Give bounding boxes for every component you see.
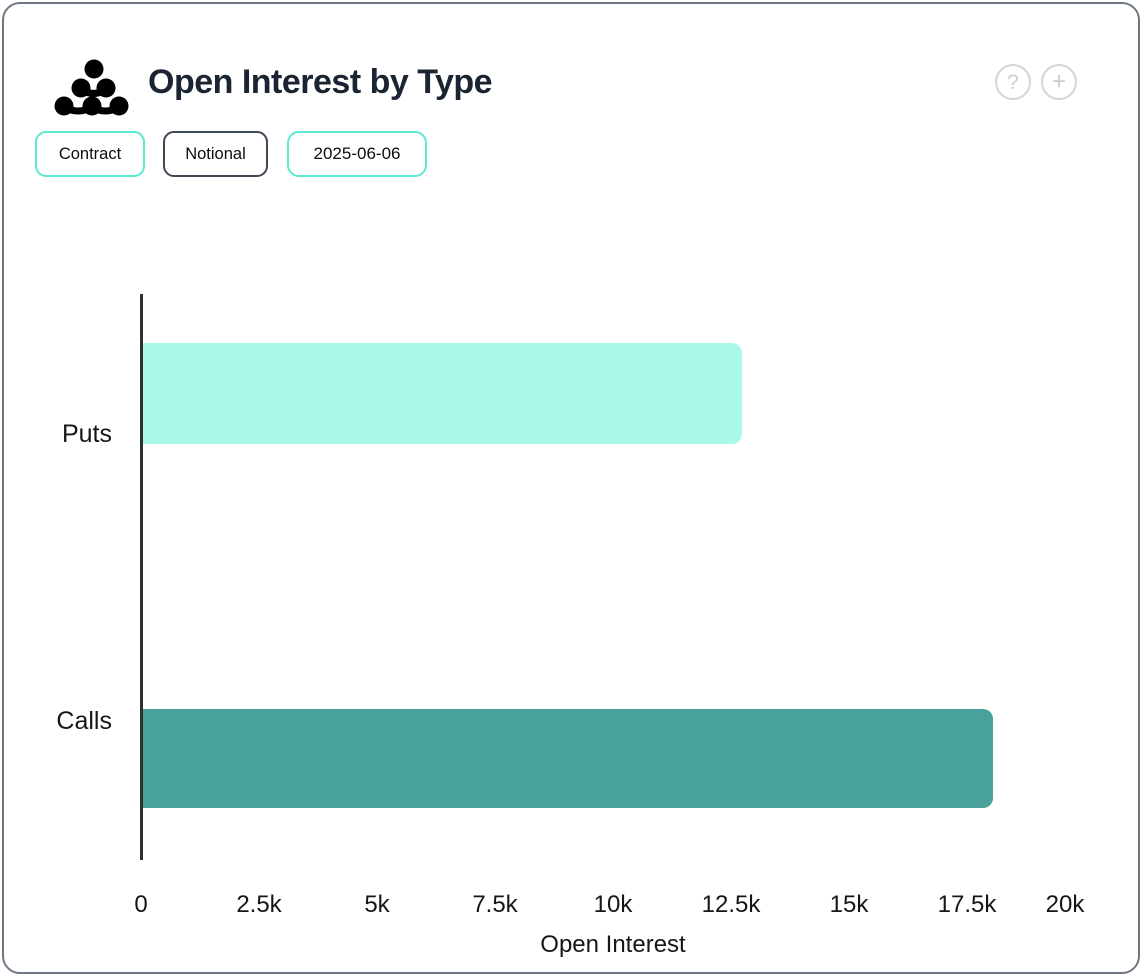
date-picker-button[interactable]: 2025-06-06 [287,131,427,177]
x-tick-label: 20k [1045,891,1085,918]
help-glyph: ? [1007,70,1019,94]
notional-label: Notional [185,144,246,163]
category-label-puts: Puts [61,420,112,448]
x-tick-label: 15k [829,891,869,918]
x-tick-label: 7.5k [472,891,518,918]
bar-puts[interactable] [143,343,742,444]
notional-toggle-button[interactable]: Notional [163,131,268,177]
x-axis-title: Open Interest [540,931,686,958]
y-axis-line [140,294,143,860]
x-tick-label: 17.5k [937,891,997,918]
help-icon[interactable]: ? [995,64,1031,100]
plus-icon[interactable]: + [1041,64,1077,100]
x-tick-label: 5k [364,891,390,918]
date-value: 2025-06-06 [313,144,401,163]
x-tick-label: 10k [593,891,633,918]
x-tick-label: 12.5k [701,891,761,918]
page-title: Open Interest by Type [148,63,493,101]
contract-toggle-button[interactable]: Contract [35,131,145,177]
category-label-calls: Calls [56,707,112,735]
contract-label: Contract [58,144,122,163]
bar-calls[interactable] [143,709,993,808]
x-tick-label: 2.5k [236,891,282,918]
x-tick-label: 0 [134,891,148,918]
dots-pyramid-logo-icon [54,59,129,116]
plus-glyph: + [1051,68,1066,95]
